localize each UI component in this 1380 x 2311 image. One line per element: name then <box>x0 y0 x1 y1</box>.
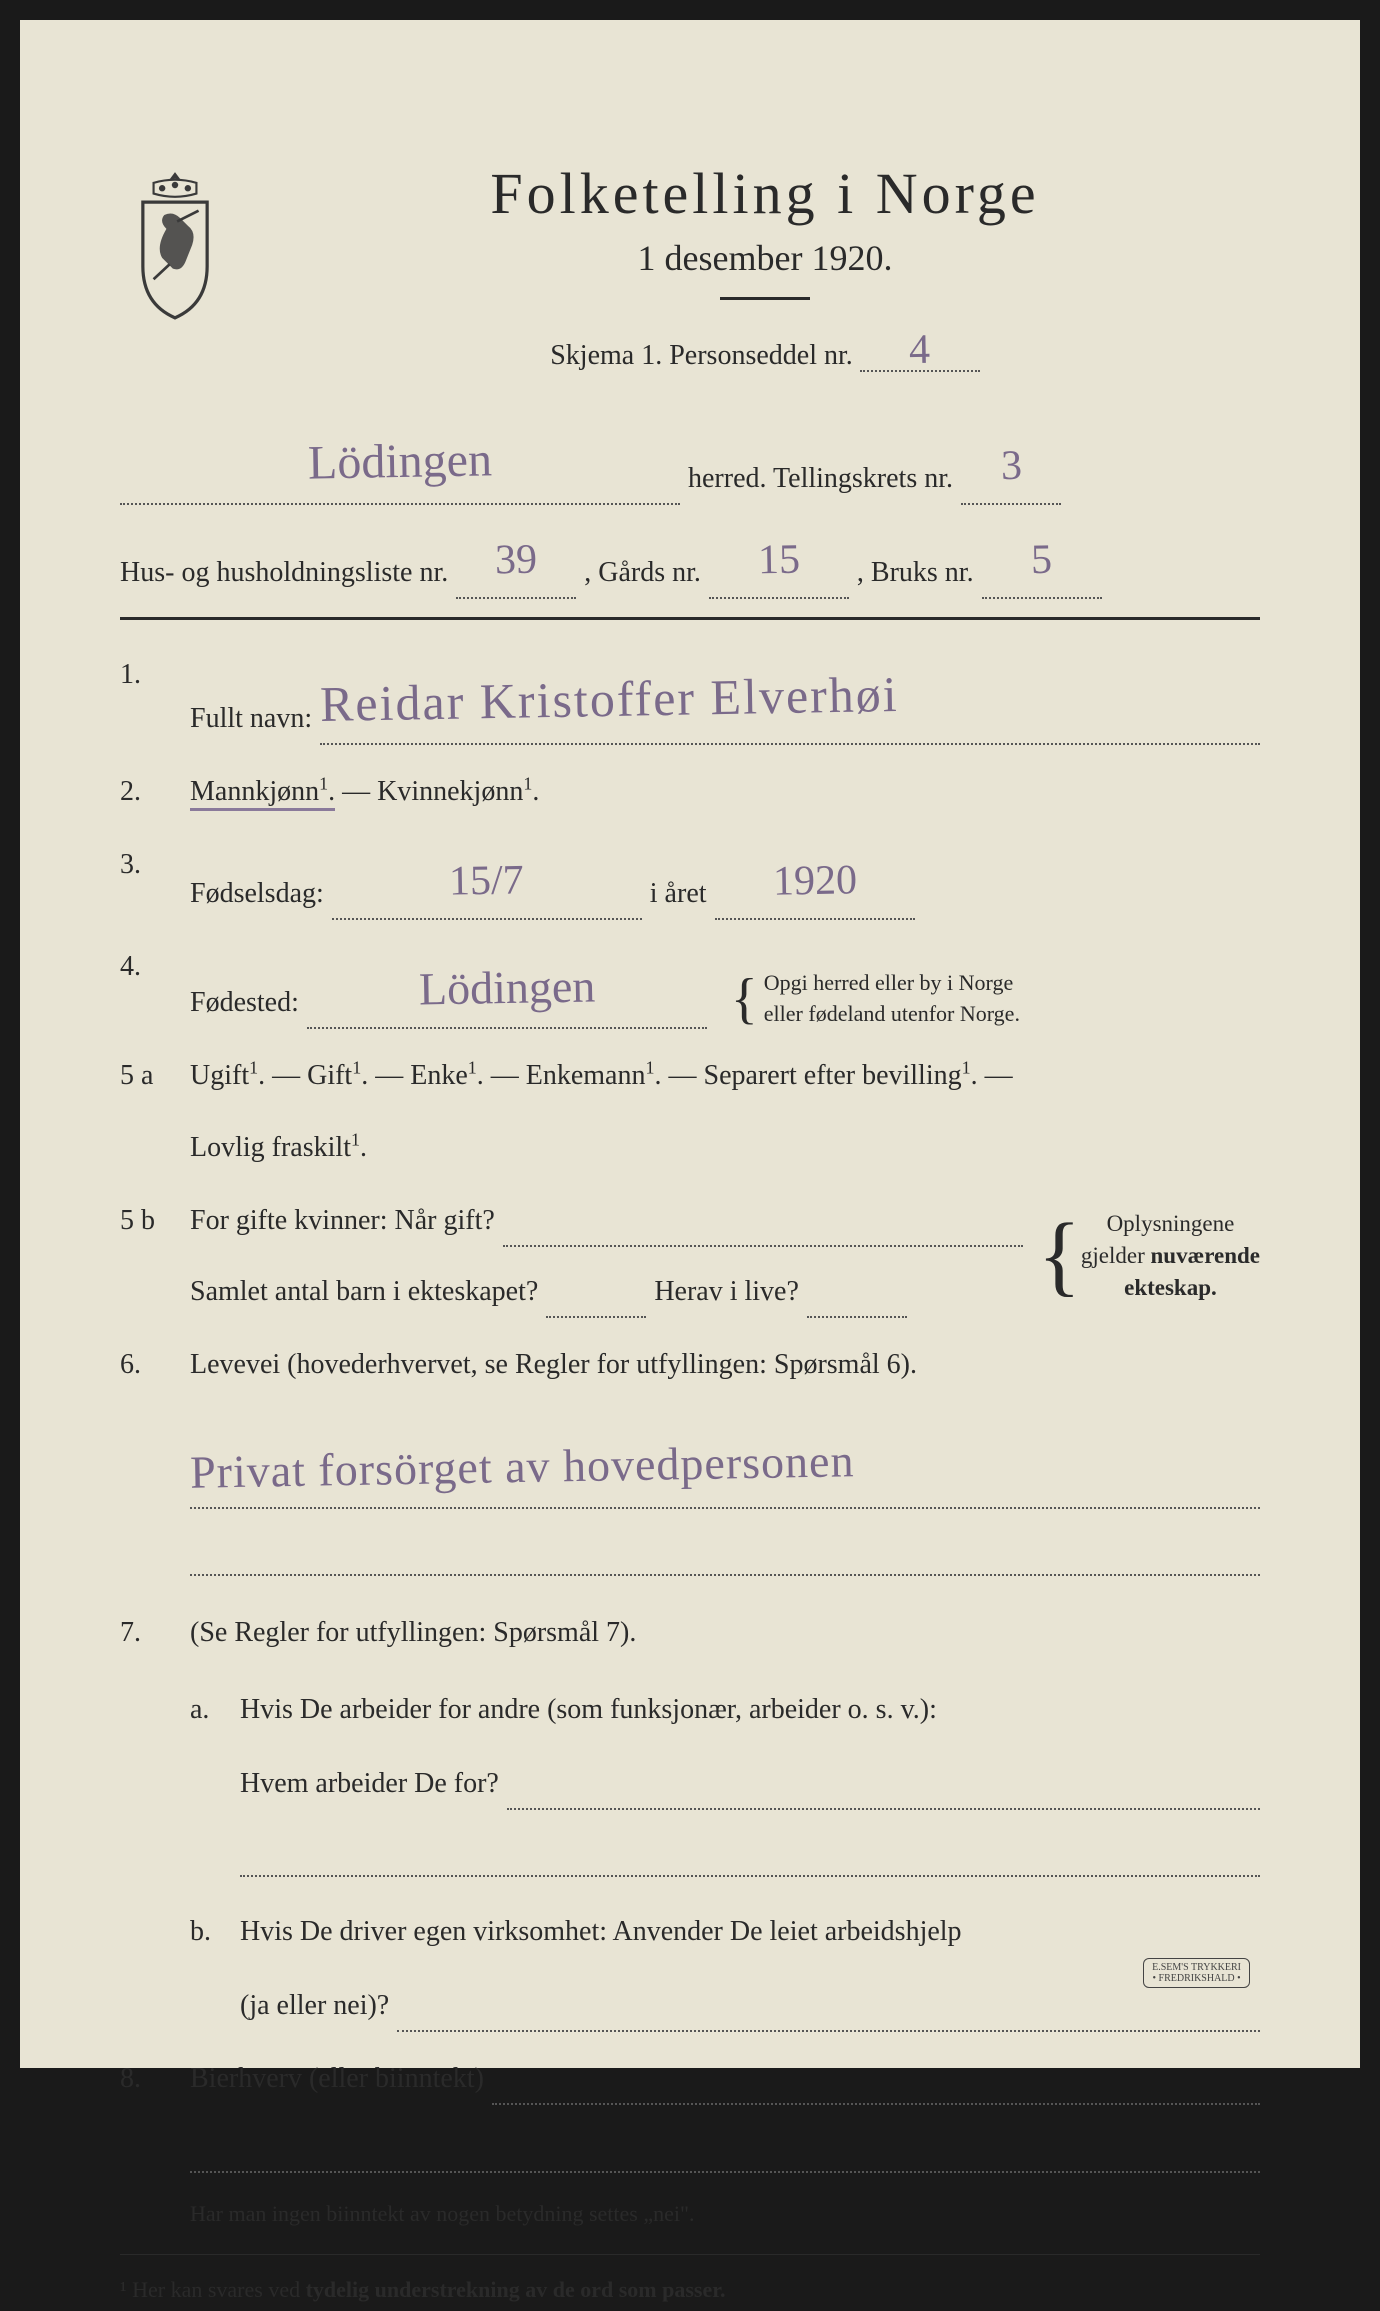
census-form-page: Folketelling i Norge 1 desember 1920. Sk… <box>20 20 1360 2068</box>
q5a-text: Ugift1. — Gift1. — Enke1. — Enkemann1. —… <box>190 1049 1260 1102</box>
skjema-line: Skjema 1. Personseddel nr. 4 <box>270 322 1260 372</box>
brace-icon: { <box>731 985 758 1013</box>
herred-line: Lödingen herred. Tellingskrets nr. 3 <box>120 412 1260 505</box>
q1-num: 1. <box>120 648 190 745</box>
q6-value: Privat forsörget av hovedpersonen <box>189 1418 855 1517</box>
subtitle: 1 desember 1920. <box>270 237 1260 279</box>
q1: 1. Fullt navn: Reidar Kristoffer Elverhø… <box>120 648 1260 745</box>
gards-nr: 15 <box>757 521 800 602</box>
q4-label: Fødested: <box>190 976 299 1029</box>
q2-num: 2. <box>120 765 190 818</box>
printer-stamp: E.SEM'S TRYKKERI • FREDRIKSHALD • <box>1143 1958 1250 1988</box>
printer-line-1: E.SEM'S TRYKKERI <box>1152 1962 1241 1973</box>
title-block: Folketelling i Norge 1 desember 1920. Sk… <box>270 160 1260 392</box>
printer-line-2: • FREDRIKSHALD • <box>1152 1973 1241 1984</box>
personseddel-nr: 4 <box>909 326 931 374</box>
q7: 7. (Se Regler for utfyllingen: Spørsmål … <box>120 1606 1260 2032</box>
q5b-note3: ekteskap. <box>1081 1272 1260 1304</box>
coat-of-arms-icon <box>120 170 230 320</box>
q6-text: Levevei (hovederhvervet, se Regler for u… <box>190 1338 1260 1391</box>
q7b-text2: (ja eller nei)? <box>240 1979 389 2032</box>
header: Folketelling i Norge 1 desember 1920. Sk… <box>120 160 1260 392</box>
husliste-nr: 39 <box>495 521 538 602</box>
footer-2-bold: tydelig understrekning av de ord som pas… <box>306 2277 726 2302</box>
q4: 4. Fødested: Lödingen { Opgi herred elle… <box>120 940 1260 1029</box>
title-divider <box>720 297 810 300</box>
husliste-line: Hus- og husholdningsliste nr. 39 , Gårds… <box>120 517 1260 599</box>
q3: 3. Fødselsdag: 15/7 i året 1920 <box>120 838 1260 920</box>
separator-1 <box>120 617 1260 620</box>
q6: 6. Levevei (hovederhvervet, se Regler fo… <box>120 1338 1260 1576</box>
husliste-label: Hus- og husholdningsliste nr. <box>120 546 448 599</box>
q7a-letter: a. <box>190 1683 240 1877</box>
footer-2-pre: ¹ Her kan svares ved <box>120 2277 306 2302</box>
q2: 2. Mannkjønn1. — Kvinnekjønn1. <box>120 765 1260 818</box>
skjema-label: Skjema 1. Personseddel nr. <box>550 340 853 371</box>
q5a-text2: Lovlig fraskilt1. <box>190 1121 1260 1174</box>
q2-text: Mannkjønn1. <box>190 776 335 811</box>
q5b-num: 5 b <box>120 1194 190 1318</box>
q3-num: 3. <box>120 838 190 920</box>
gards-label: , Gårds nr. <box>584 546 701 599</box>
q3-mid: i året <box>650 867 707 920</box>
q4-note: Opgi herred eller by i Norge eller fødel… <box>764 968 1020 1030</box>
brace-icon: { <box>1038 1229 1081 1283</box>
tellingskrets-nr: 3 <box>1000 427 1022 507</box>
q5b-note: Oplysningene gjelder nuværende ekteskap. <box>1081 1208 1260 1305</box>
bruks-label: , Bruks nr. <box>857 546 974 599</box>
herred-label: herred. Tellingskrets nr. <box>688 452 953 505</box>
q3-year: 1920 <box>772 841 857 922</box>
q5b-text1: For gifte kvinner: Når gift? <box>190 1194 495 1247</box>
q5a: 5 a Ugift1. — Gift1. — Enke1. — Enkemann… <box>120 1049 1260 1173</box>
q7b-letter: b. <box>190 1905 240 2031</box>
separator-2 <box>120 2254 1260 2255</box>
q3-day: 15/7 <box>449 842 525 923</box>
q8-text: Bierhverv (eller biinntekt) <box>190 2052 484 2105</box>
q7b-text1: Hvis De driver egen virksomhet: Anvender… <box>240 1905 1260 1958</box>
q5b-text3: Herav i live? <box>654 1265 799 1318</box>
q4-note-2: eller fødeland utenfor Norge. <box>764 999 1020 1030</box>
q5b-note2: gjelder nuværende <box>1081 1240 1260 1272</box>
q5b-text2: Samlet antal barn i ekteskapet? <box>190 1265 538 1318</box>
main-title: Folketelling i Norge <box>270 160 1260 227</box>
footer-1: Har man ingen biinntekt av nogen betydni… <box>190 2193 1260 2235</box>
q7-num: 7. <box>120 1606 190 2032</box>
herred-value: Lödingen <box>307 414 493 508</box>
q7a-text1: Hvis De arbeider for andre (som funksjon… <box>240 1683 1260 1736</box>
q1-value: Reidar Kristoffer Elverhøi <box>319 647 899 752</box>
q4-value: Lödingen <box>418 942 596 1032</box>
bruks-nr: 5 <box>1030 521 1052 601</box>
q4-num: 4. <box>120 940 190 1029</box>
q5b-note1: Oplysningene <box>1081 1208 1260 1240</box>
q5a-num: 5 a <box>120 1049 190 1173</box>
q3-label: Fødselsdag: <box>190 867 324 920</box>
q5b: 5 b For gifte kvinner: Når gift? Samlet … <box>120 1194 1260 1318</box>
q7-text: (Se Regler for utfyllingen: Spørsmål 7). <box>190 1606 1260 1659</box>
q7a-text2: Hvem arbeider De for? <box>240 1757 499 1810</box>
q8: 8. Bierhverv (eller biinntekt) <box>120 2052 1260 2173</box>
form-area: Lödingen herred. Tellingskrets nr. 3 Hus… <box>120 412 1260 2311</box>
q4-note-1: Opgi herred eller by i Norge <box>764 968 1020 999</box>
q6-num: 6. <box>120 1338 190 1576</box>
q8-num: 8. <box>120 2052 190 2173</box>
footer-2: ¹ Her kan svares ved tydelig understrekn… <box>120 2269 1260 2311</box>
q1-label: Fullt navn: <box>190 692 312 745</box>
